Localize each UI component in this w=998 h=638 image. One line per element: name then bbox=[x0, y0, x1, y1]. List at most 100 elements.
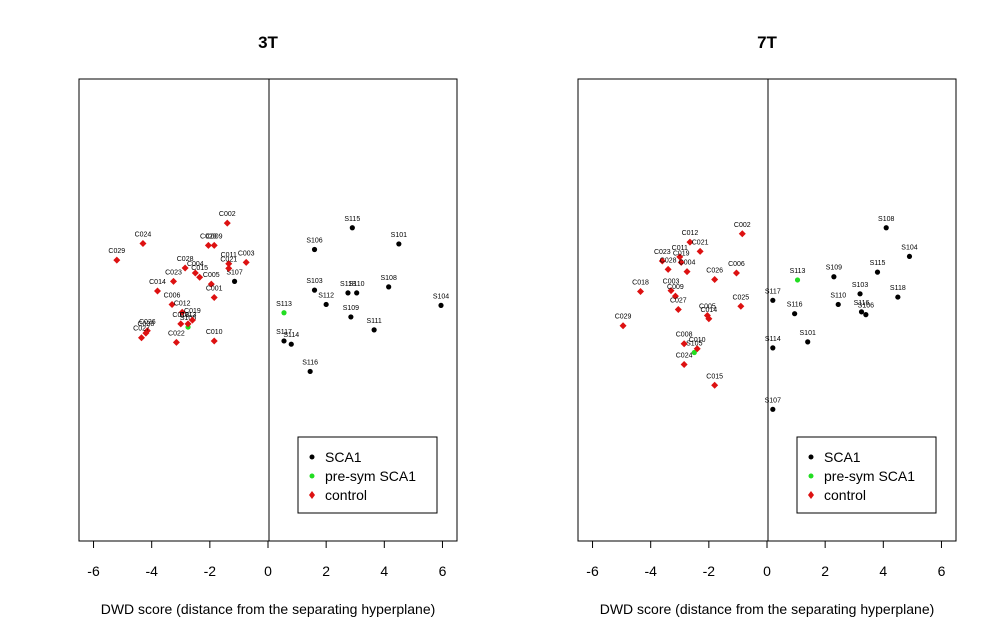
point-label: S105 bbox=[686, 341, 702, 348]
point-control bbox=[696, 247, 704, 255]
point-label: C006 bbox=[728, 261, 745, 268]
point-label: C003 bbox=[663, 279, 680, 286]
point-label: C026 bbox=[706, 268, 723, 275]
point-label: C027 bbox=[670, 298, 687, 305]
point-label: S113 bbox=[276, 301, 292, 308]
point-sca1 bbox=[906, 253, 913, 260]
panel-7t: 7T -6 -4 -2 0 2 4 6 DWD score (distance from t… bbox=[577, 33, 957, 617]
point-control bbox=[667, 287, 675, 295]
point-label: C005 bbox=[699, 304, 716, 311]
x-tick-label: 0 bbox=[264, 563, 272, 579]
point-label: S117 bbox=[276, 329, 292, 336]
point-label: S106 bbox=[306, 237, 322, 244]
point-control bbox=[138, 334, 146, 342]
point-presym-sca1 bbox=[794, 277, 801, 283]
point-sca1 bbox=[857, 291, 863, 297]
point-label: C019 bbox=[184, 308, 201, 315]
point-control bbox=[671, 292, 679, 300]
point-label: C022 bbox=[168, 330, 185, 337]
chart-title: 3T bbox=[258, 33, 278, 52]
point-control bbox=[210, 294, 218, 302]
point-control bbox=[711, 276, 719, 284]
point-control bbox=[188, 316, 196, 324]
point-sca1 bbox=[874, 269, 881, 275]
legend-control-label: control bbox=[325, 487, 367, 503]
point-sca1 bbox=[371, 327, 377, 333]
point-sca1 bbox=[311, 246, 318, 253]
point-label: S115 bbox=[344, 216, 360, 223]
point-control bbox=[711, 381, 719, 389]
point-label: S117 bbox=[765, 288, 781, 295]
legend-presym-marker bbox=[808, 473, 814, 479]
point-sca1 bbox=[349, 225, 355, 231]
legend: SCA1 pre-sym SCA1 control bbox=[796, 436, 937, 514]
legend-presym-marker bbox=[309, 473, 315, 479]
point-label: C010 bbox=[206, 329, 223, 336]
x-axis: -6 -4 -2 0 2 4 6 bbox=[586, 541, 946, 579]
point-control bbox=[178, 308, 186, 316]
x-axis: -6 -4 -2 0 2 4 6 bbox=[87, 541, 447, 579]
point-label: S110 bbox=[830, 292, 846, 299]
legend-box bbox=[297, 436, 438, 514]
point-control bbox=[177, 320, 185, 328]
point-label: C029 bbox=[615, 314, 632, 321]
point-control bbox=[683, 268, 691, 276]
legend-sca1-label: SCA1 bbox=[824, 449, 861, 465]
legend-control-marker bbox=[808, 491, 814, 499]
x-axis-label: DWD score (distance from the separating … bbox=[600, 601, 935, 617]
x-axis-label: DWD score (distance from the separating … bbox=[101, 601, 436, 617]
point-label: C012 bbox=[174, 300, 191, 307]
point-label: S101 bbox=[391, 232, 407, 239]
point-sca1 bbox=[863, 312, 869, 318]
point-label: C018 bbox=[172, 312, 189, 319]
point-label: S118 bbox=[890, 285, 906, 292]
chart-title: 7T bbox=[757, 33, 777, 52]
point-label: C024 bbox=[676, 353, 693, 360]
point-sca1 bbox=[858, 309, 865, 315]
point-label: S104 bbox=[433, 293, 449, 300]
x-tick-label: -6 bbox=[586, 563, 599, 579]
point-sca1 bbox=[805, 339, 811, 345]
point-control bbox=[207, 280, 215, 288]
point-label: C019 bbox=[673, 250, 690, 257]
point-sca1 bbox=[288, 341, 294, 347]
point-control bbox=[680, 361, 688, 369]
point-sca1 bbox=[792, 311, 798, 317]
point-sca1 bbox=[895, 294, 901, 300]
point-label: C023 bbox=[654, 249, 671, 256]
point-label: C021 bbox=[692, 239, 709, 246]
point-label: S107 bbox=[765, 397, 781, 404]
point-control bbox=[619, 322, 627, 330]
point-label: C013 bbox=[180, 312, 197, 319]
x-tick-label: 2 bbox=[821, 563, 829, 579]
point-control bbox=[223, 219, 231, 227]
point-label: C009 bbox=[206, 233, 223, 240]
point-control bbox=[113, 256, 121, 264]
point-label: C025 bbox=[732, 294, 749, 301]
point-label: C011 bbox=[672, 245, 688, 252]
point-label: S109 bbox=[343, 305, 359, 312]
point-sca1 bbox=[770, 297, 776, 303]
point-label: C014 bbox=[149, 279, 166, 286]
point-control bbox=[204, 241, 212, 249]
point-control bbox=[674, 306, 682, 314]
point-label: C026 bbox=[139, 319, 156, 326]
point-sca1 bbox=[323, 301, 329, 308]
point-label: C008 bbox=[138, 321, 155, 328]
point-control bbox=[242, 258, 250, 266]
point-label: C012 bbox=[682, 230, 699, 237]
point-label: C003 bbox=[238, 250, 255, 257]
point-control bbox=[225, 264, 233, 272]
point-control bbox=[693, 345, 701, 353]
point-control bbox=[196, 273, 204, 281]
point-label: C028 bbox=[177, 256, 194, 263]
point-sca1 bbox=[307, 368, 313, 375]
point-control bbox=[737, 302, 745, 310]
point-control bbox=[676, 253, 684, 261]
point-sca1 bbox=[831, 274, 837, 280]
point-control bbox=[658, 257, 666, 265]
point-label: C027 bbox=[133, 326, 150, 333]
point-label: C021 bbox=[220, 256, 237, 263]
point-sca1 bbox=[345, 290, 351, 296]
point-control bbox=[170, 277, 177, 285]
